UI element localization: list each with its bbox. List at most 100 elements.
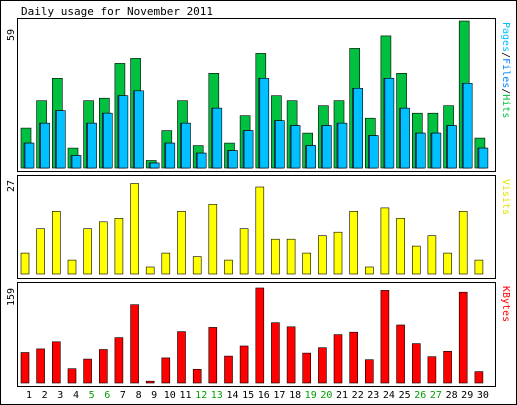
kbytes-bar-19 <box>302 352 312 384</box>
x-tick-label-27: 27 <box>430 390 442 401</box>
kbytes-bar-23 <box>364 359 374 384</box>
pages-bar-26 <box>415 132 426 169</box>
visits-bar-25 <box>396 218 405 275</box>
chart-title: Daily usage for November 2011 <box>21 5 213 18</box>
kbytes-bar-6 <box>99 349 108 384</box>
x-tick-label-9: 9 <box>151 390 157 401</box>
visits-bar-11 <box>177 211 186 275</box>
kbytes-bar-27 <box>427 356 437 384</box>
visits-bar-18 <box>286 238 296 275</box>
kbytes-bar-4 <box>67 368 77 384</box>
kbytes-bar-8 <box>130 304 139 384</box>
kbytes-bar-1 <box>20 352 30 384</box>
visits-bar-12 <box>192 256 202 275</box>
visits-bar-19 <box>302 252 312 275</box>
visits-bar-16 <box>255 186 265 275</box>
x-tick-label-17: 17 <box>273 390 285 401</box>
hits-panel-frame <box>17 18 496 172</box>
x-tick-label-26: 26 <box>414 390 426 401</box>
x-tick-label-24: 24 <box>383 390 395 401</box>
x-tick-label-28: 28 <box>446 390 458 401</box>
pages-bar-18 <box>290 125 301 169</box>
x-tick-label-20: 20 <box>320 390 332 401</box>
legend-pages: Pages <box>500 22 511 52</box>
legend-slash-1: / <box>500 52 511 58</box>
pages-bar-11 <box>181 122 191 169</box>
x-tick-label-3: 3 <box>57 390 63 401</box>
legend-slash-2: / <box>500 88 511 94</box>
visits-bar-29 <box>458 211 468 275</box>
visits-bar-6 <box>99 221 108 275</box>
pages-bar-9 <box>149 162 160 169</box>
visits-bar-20 <box>318 235 327 275</box>
pages-bar-6 <box>103 112 113 169</box>
visits-bar-5 <box>83 228 92 275</box>
legend-files: Files <box>500 58 511 88</box>
visits-bar-23 <box>364 266 374 275</box>
x-tick-label-4: 4 <box>73 390 79 401</box>
pages-bar-3 <box>55 110 66 169</box>
kbytes-bar-10 <box>161 357 171 384</box>
kbytes-bar-13 <box>208 327 218 384</box>
pages-bar-10 <box>165 142 176 169</box>
visits-bar-9 <box>145 266 155 275</box>
visits-bar-1 <box>20 252 30 275</box>
visits-bar-24 <box>380 207 390 275</box>
pages-bar-21 <box>337 122 348 169</box>
pages-bar-12 <box>196 152 207 169</box>
x-tick-label-10: 10 <box>164 390 176 401</box>
pages-bar-15 <box>243 130 254 169</box>
pages-bar-13 <box>212 107 223 169</box>
x-tick-label-11: 11 <box>179 390 191 401</box>
kbytes-bar-29 <box>458 291 468 384</box>
legend-hits: Hits <box>500 94 511 118</box>
kbytes-bar-9 <box>145 380 155 384</box>
visits-bar-14 <box>224 259 233 275</box>
kbytes-ymax-label: 159 <box>6 288 17 306</box>
x-tick-label-25: 25 <box>399 390 411 401</box>
pages-bar-25 <box>400 107 410 169</box>
x-tick-label-22: 22 <box>352 390 364 401</box>
visits-bar-4 <box>67 259 77 275</box>
kbytes-bar-17 <box>271 322 280 384</box>
x-tick-label-18: 18 <box>289 390 301 401</box>
visits-ymax-label: 27 <box>6 180 17 192</box>
kbytes-bar-24 <box>380 290 390 384</box>
pages-bar-16 <box>259 78 270 169</box>
kbytes-bar-18 <box>286 326 296 384</box>
pages-bar-24 <box>384 78 395 169</box>
pages-bar-5 <box>87 122 97 169</box>
x-tick-label-12: 12 <box>195 390 207 401</box>
x-tick-label-13: 13 <box>211 390 223 401</box>
kbytes-bar-16 <box>255 287 265 384</box>
visits-bar-3 <box>51 211 61 275</box>
kbytes-bar-2 <box>36 348 45 384</box>
visits-bar-8 <box>130 183 139 275</box>
visits-bar-15 <box>239 228 249 275</box>
hits-ymax-label: 59 <box>6 29 17 41</box>
bars-layer <box>20 20 489 384</box>
kbytes-bar-14 <box>224 355 233 384</box>
x-tick-label-2: 2 <box>42 390 48 401</box>
pages-bar-8 <box>134 90 144 169</box>
x-tick-label-30: 30 <box>477 390 489 401</box>
kbytes-bar-3 <box>51 341 61 384</box>
pages-bar-19 <box>306 145 317 169</box>
kbytes-bar-11 <box>177 331 186 384</box>
visits-bar-17 <box>271 238 280 275</box>
kbytes-bar-22 <box>349 331 359 384</box>
kbytes-side-legend: KBytes <box>500 286 511 322</box>
kbytes-bar-5 <box>83 358 92 384</box>
visits-bar-21 <box>333 231 343 275</box>
visits-bar-27 <box>427 235 437 275</box>
x-tick-label-29: 29 <box>461 390 473 401</box>
x-tick-label-15: 15 <box>242 390 254 401</box>
x-tick-label-1: 1 <box>26 390 32 401</box>
x-tick-label-7: 7 <box>120 390 126 401</box>
kbytes-bar-25 <box>396 324 405 384</box>
kbytes-bar-28 <box>443 350 452 384</box>
pages-bar-23 <box>368 135 379 169</box>
x-tick-label-8: 8 <box>136 390 142 401</box>
pages-bar-29 <box>462 83 473 169</box>
pages-bar-22 <box>353 88 364 169</box>
